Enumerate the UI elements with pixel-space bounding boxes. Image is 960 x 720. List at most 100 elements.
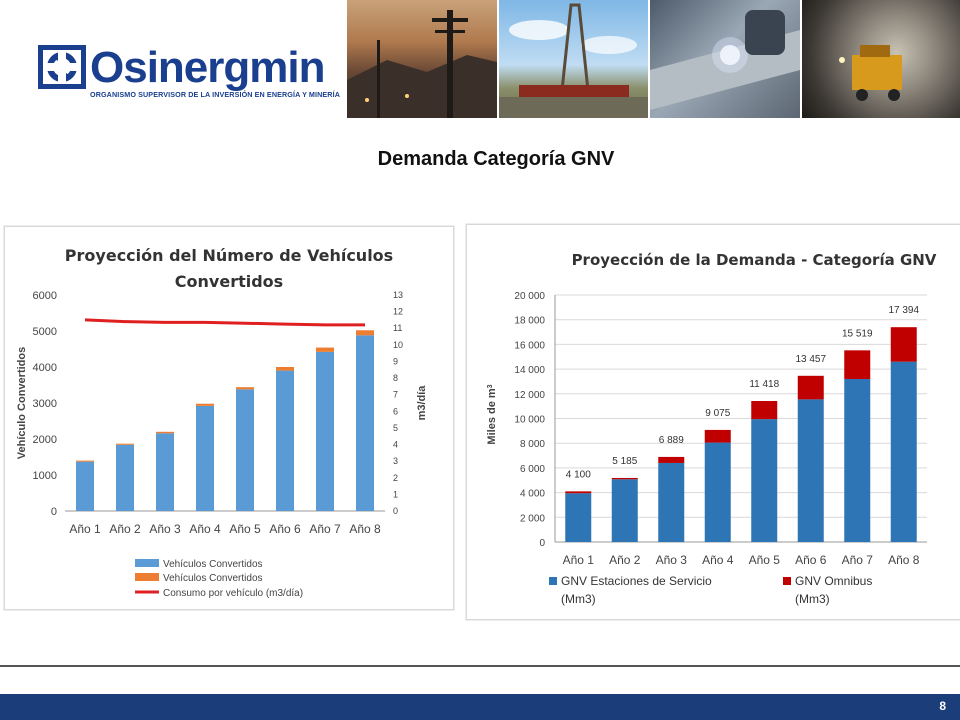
osinergmin-logo: Osinergmin ORGANISMO SUPERVISOR DE LA IN… [38,40,340,110]
legend-swatch [135,573,159,581]
demand-projection-chart-panel: Proyección de la Demanda - Categoría GNV… [466,224,960,620]
header: Osinergmin ORGANISMO SUPERVISOR DE LA IN… [0,0,960,120]
y2-tick-label: 1 [393,489,398,499]
mine-tunnel-photo [801,0,960,118]
total-data-label: 6 889 [659,435,684,446]
bar-vehiculos-convertidos [156,433,174,511]
bar-vehiculos-convertidos [316,351,334,511]
x-tick-label: Año 7 [309,522,341,536]
bar-gnv-estaciones [565,493,592,542]
demand-projection-chart: Proyección de la Demanda - Categoría GNV… [486,251,937,606]
y2-tick-label: 3 [393,456,398,466]
y-tick-label: 6000 [33,290,57,302]
bar-vehiculos-convertidos [76,461,94,511]
bar-gnv-omnibus [611,477,638,480]
legend-label: (Mm3) [795,592,830,606]
y-tick-label: 3000 [33,398,57,410]
x-tick-label: Año 8 [349,522,381,536]
y-tick-label: 0 [51,506,57,518]
x-tick-label: Año 8 [888,553,920,567]
logo-wordmark: Osinergmin [90,43,325,92]
y2-tick-label: 4 [393,440,398,450]
chart-title: Proyección de la Demanda - Categoría GNV [572,251,937,269]
legend-swatch [549,577,557,585]
bar-gnv-omnibus [565,491,592,494]
y2-tick-label: 10 [393,340,403,350]
y-tick-label: 14 000 [514,365,545,376]
total-data-label: 4 100 [566,469,591,480]
y2-tick-label: 12 [393,307,403,317]
x-tick-label: Año 1 [69,522,101,536]
y-tick-label: 18 000 [514,316,545,327]
bar-gnv-estaciones [751,419,778,542]
y-tick-label: 4 000 [520,489,545,500]
y-tick-label: 0 [539,538,545,549]
y2-tick-label: 11 [393,323,402,333]
y2-tick-label: 5 [393,423,398,433]
y2-tick-label: 13 [393,290,403,300]
y2-axis-label: m3/día [416,385,428,421]
drilling-rig-photo [498,0,648,118]
y-tick-label: 20 000 [514,291,545,302]
y2-tick-label: 6 [393,406,398,416]
bar-gnv-omnibus [704,429,731,443]
bar-vehiculos-convertidos [356,335,374,511]
chart-title-line: Convertidos [175,272,283,291]
x-tick-label: Año 3 [149,522,181,536]
x-tick-label: Año 5 [229,522,261,536]
footer-bar: 8 [0,694,960,720]
legend-swatch [135,559,159,567]
legend-label: GNV Omnibus [795,574,872,588]
y-tick-label: 1000 [33,470,57,482]
legend-label: (Mm3) [561,592,596,606]
bar-vehiculos-convertidos-increment [196,403,214,406]
chart-title-line: Proyección del Número de Vehículos [65,246,393,265]
y-axis-label-superscript: 3 [487,384,494,388]
header-photo-strip [347,0,960,118]
line-consumo-por-vehiculo [84,318,365,327]
x-tick-label: Año 7 [842,553,874,567]
logo-tagline: ORGANISMO SUPERVISOR DE LA INVERSIÓN EN … [90,90,340,99]
page-number: 8 [939,699,946,713]
total-data-label: 13 457 [795,354,826,365]
footer-divider [0,665,960,667]
osinergmin-emblem-icon [38,45,86,89]
legend-label: GNV Estaciones de Servicio [561,574,712,588]
x-tick-label: Año 3 [656,553,688,567]
bar-vehiculos-convertidos [196,405,214,511]
bar-gnv-omnibus [797,375,824,400]
bar-vehiculos-convertidos-increment [356,330,374,336]
vehicle-projection-chart: Proyección del Número de Vehículos Conver… [16,246,428,599]
bar-vehiculos-convertidos-increment [316,347,334,352]
legend-label: Consumo por vehículo (m3/día) [163,588,303,599]
x-tick-label: Año 2 [109,522,141,536]
bar-vehiculos-convertidos [236,389,254,511]
bar-gnv-estaciones [890,361,917,542]
bar-vehiculos-convertidos-increment [116,443,134,445]
x-tick-label: Año 6 [269,522,301,536]
y-tick-label: 12 000 [514,390,545,401]
x-tick-label: Año 6 [795,553,827,567]
welding-pipeline-photo [650,0,800,118]
y2-tick-label: 0 [393,506,398,516]
bar-gnv-estaciones [611,479,638,542]
page-title: Demanda Categoría GNV [377,148,615,170]
y-axis-label: Miles de m3 [486,384,498,444]
x-tick-label: Año 1 [563,553,595,567]
bar-gnv-estaciones [844,378,871,542]
y-tick-label: 10 000 [514,415,545,426]
bar-gnv-estaciones [704,442,731,542]
y2-tick-label: 9 [393,356,398,366]
y-tick-label: 2000 [33,434,57,446]
y-tick-label: 4000 [33,362,57,374]
total-data-label: 9 075 [705,408,730,419]
bar-vehiculos-convertidos-increment [236,387,254,390]
legend-swatch [783,577,791,585]
bar-vehiculos-convertidos [276,370,294,511]
x-tick-label: Año 5 [749,553,781,567]
y-tick-label: 6 000 [520,464,545,475]
bar-vehiculos-convertidos [116,444,134,511]
y-tick-label: 16 000 [514,340,545,351]
y-tick-label: 5000 [33,326,57,338]
x-tick-label: Año 4 [189,522,221,536]
